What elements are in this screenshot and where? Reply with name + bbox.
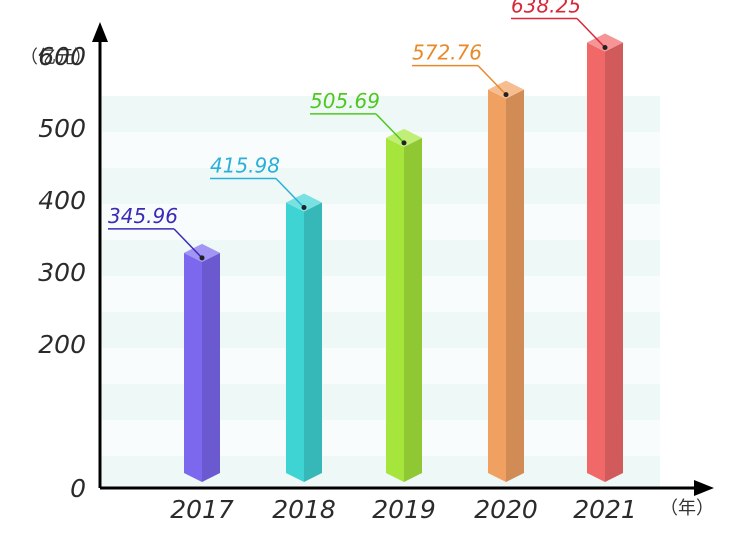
category-label: 2018 bbox=[272, 495, 336, 524]
data-label-group: 572.76 bbox=[412, 41, 509, 98]
y-tick-label: 200 bbox=[38, 330, 86, 359]
bar-left-face bbox=[587, 42, 605, 483]
leader-line bbox=[173, 228, 203, 259]
y-tick-label: 300 bbox=[38, 258, 86, 287]
data-labels: 345.96 415.98 505.69 572.76 638.25 bbox=[108, 0, 608, 261]
category-label: 2020 bbox=[474, 495, 538, 524]
data-label: 345.96 bbox=[108, 204, 178, 228]
y-tick-label: 0 bbox=[70, 474, 86, 503]
y-unit-label: （亿元） bbox=[20, 47, 92, 68]
leader-line bbox=[576, 17, 606, 48]
data-label-group: 505.69 bbox=[310, 89, 407, 146]
leader-line bbox=[477, 65, 507, 96]
data-label-group: 415.98 bbox=[210, 153, 307, 210]
data-label-group: 638.25 bbox=[511, 0, 608, 50]
bar bbox=[386, 128, 422, 482]
bar bbox=[286, 193, 322, 483]
category-label: 2019 bbox=[372, 495, 436, 524]
leader-dot bbox=[199, 255, 205, 261]
background-band bbox=[102, 96, 660, 132]
leader-dot bbox=[503, 92, 509, 98]
leader-dot bbox=[401, 140, 407, 146]
category-labels: 2017 2018 2019 2020 2021 bbox=[170, 495, 637, 524]
leader-dot bbox=[602, 44, 608, 50]
y-tick-label: 500 bbox=[38, 114, 86, 143]
data-label: 572.76 bbox=[412, 41, 482, 65]
data-label-group: 345.96 bbox=[108, 204, 205, 261]
category-label: 2021 bbox=[573, 495, 637, 524]
leader-dot bbox=[301, 204, 307, 210]
data-label: 415.98 bbox=[210, 153, 280, 177]
y-tick-label: 600 bbox=[38, 42, 86, 71]
bar-left-face bbox=[184, 252, 202, 482]
y-axis-arrow bbox=[92, 22, 108, 42]
x-axis-arrow bbox=[694, 480, 714, 496]
data-label: 505.69 bbox=[310, 89, 380, 113]
bars bbox=[184, 33, 623, 483]
y-tick-label: 400 bbox=[38, 186, 86, 215]
y-tick-labels: 0 200 300 400 500 600 bbox=[38, 42, 86, 503]
bar-right-face bbox=[304, 202, 322, 483]
background-band bbox=[102, 204, 660, 240]
bar-right-face bbox=[506, 89, 524, 483]
bar-right-face bbox=[202, 252, 220, 482]
bar bbox=[587, 33, 623, 483]
category-label: 2017 bbox=[170, 495, 234, 524]
bar bbox=[488, 80, 524, 483]
background-band bbox=[102, 132, 660, 168]
bar-left-face bbox=[386, 137, 404, 482]
x-unit-label: （年） bbox=[660, 498, 714, 519]
bar-right-face bbox=[605, 42, 623, 483]
leader-line bbox=[275, 177, 305, 209]
bar-left-face bbox=[488, 89, 506, 483]
bar-right-face bbox=[404, 137, 422, 482]
background-band bbox=[102, 168, 660, 204]
data-label: 638.25 bbox=[511, 0, 581, 17]
bar-left-face bbox=[286, 202, 304, 483]
bar bbox=[184, 243, 220, 482]
leader-line bbox=[375, 113, 405, 144]
